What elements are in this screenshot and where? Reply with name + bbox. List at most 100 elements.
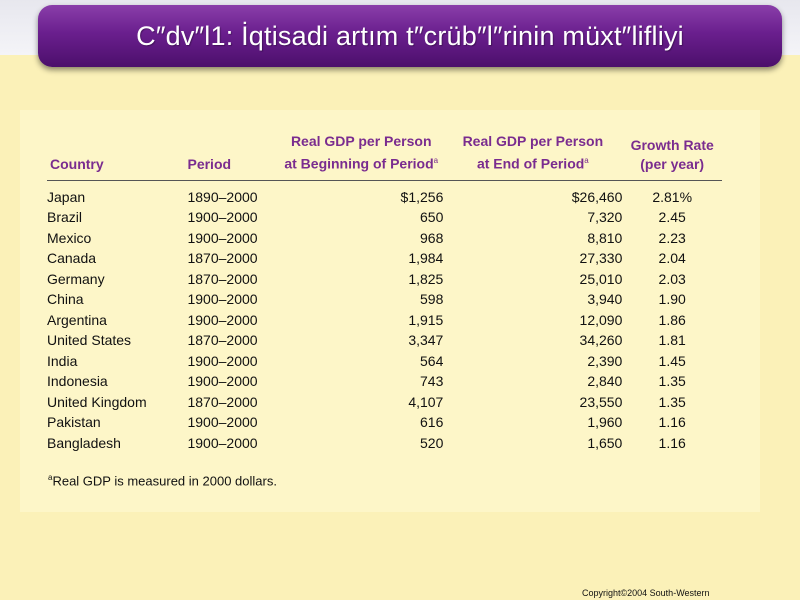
cell-country: United States <box>47 332 132 349</box>
cell-period: 1900–2000 <box>187 434 258 451</box>
cell-gdp-begin: 1,825 <box>408 270 444 287</box>
cell-growth-rate: 2.45 <box>658 209 686 226</box>
cell-period: 1900–2000 <box>187 209 258 226</box>
header-country: Country <box>47 132 188 181</box>
cell-gdp-end: 8,810 <box>587 229 623 246</box>
cell-gdp-end: 1,960 <box>587 414 623 431</box>
cell-growth-rate: 1.16 <box>658 434 686 451</box>
header-period: Period <box>187 132 280 181</box>
table-row: India 1900–2000 564 2,390 1.45 <box>47 351 722 372</box>
cell-gdp-end: 2,390 <box>587 352 623 369</box>
cell-period: 1900–2000 <box>187 352 258 369</box>
gdp-growth-table: Country Period Real GDP per Person at Be… <box>47 132 722 453</box>
cell-growth-rate: 1.16 <box>658 414 686 431</box>
cell-period: 1870–2000 <box>187 332 258 349</box>
cell-period: 1900–2000 <box>187 414 258 431</box>
header-gdp-begin-line2: at Beginning of Period <box>284 155 434 172</box>
footnote-text: Real GDP is measured in 2000 dollars. <box>52 473 277 489</box>
table-row: Germany 1870–2000 1,825 25,010 2.03 <box>47 269 722 290</box>
cell-gdp-begin: 968 <box>420 229 444 246</box>
cell-period: 1900–2000 <box>187 291 258 308</box>
header-growth-line1: Growth Rate <box>630 136 714 153</box>
cell-period: 1870–2000 <box>187 250 258 267</box>
title-banner: C″dv″l1: İqtisadi artım t″crüb″l″rinin m… <box>38 5 782 67</box>
header-growth-rate: Growth Rate (per year) <box>622 132 722 181</box>
cell-gdp-end: 25,010 <box>579 270 623 287</box>
cell-country: Canada <box>47 250 97 267</box>
cell-period: 1900–2000 <box>187 311 258 328</box>
cell-country: Germany <box>47 270 105 287</box>
footnote-marker: a <box>48 473 53 482</box>
cell-country: Indonesia <box>47 373 108 390</box>
cell-growth-rate: 1.45 <box>658 352 686 369</box>
cell-growth-rate: 1.35 <box>658 393 686 410</box>
cell-gdp-begin: $1,256 <box>400 188 444 205</box>
cell-gdp-end: 1,650 <box>587 434 623 451</box>
cell-growth-rate: 1.81 <box>658 332 686 349</box>
cell-gdp-begin: 520 <box>420 434 444 451</box>
cell-period: 1870–2000 <box>187 393 258 410</box>
header-gdp-begin: Real GDP per Person at Beginning of Peri… <box>279 132 444 181</box>
table-row: Canada 1870–2000 1,984 27,330 2.04 <box>47 248 722 269</box>
table-panel: Country Period Real GDP per Person at Be… <box>20 110 760 512</box>
header-growth-line2: (per year) <box>640 155 705 172</box>
table-row: Bangladesh 1900–2000 520 1,650 1.16 <box>47 433 722 454</box>
copyright-notice: Copyright©2004 South-Western <box>582 588 710 598</box>
table-row: Brazil 1900–2000 650 7,320 2.45 <box>47 207 722 228</box>
cell-gdp-begin: 1,915 <box>408 311 444 328</box>
cell-gdp-begin: 4,107 <box>408 393 444 410</box>
cell-growth-rate: 2.81% <box>652 188 693 205</box>
cell-growth-rate: 1.90 <box>658 291 686 308</box>
cell-gdp-end: 3,940 <box>587 291 623 308</box>
cell-period: 1890–2000 <box>187 188 258 205</box>
header-gdp-end-line1: Real GDP per Person <box>462 133 604 149</box>
table-row: Mexico 1900–2000 968 8,810 2.23 <box>47 228 722 249</box>
cell-growth-rate: 2.04 <box>658 250 686 267</box>
cell-period: 1900–2000 <box>187 229 258 246</box>
cell-growth-rate: 1.86 <box>658 311 686 328</box>
cell-country: Bangladesh <box>47 434 121 451</box>
cell-gdp-begin: 3,347 <box>408 332 444 349</box>
cell-gdp-end: 27,330 <box>579 250 623 267</box>
cell-period: 1900–2000 <box>187 373 258 390</box>
cell-country: China <box>47 291 84 308</box>
table-row: Japan 1890–2000 $1,256 $26,460 2.81% <box>47 180 722 207</box>
cell-gdp-begin: 564 <box>420 352 444 369</box>
table-row: China 1900–2000 598 3,940 1.90 <box>47 289 722 310</box>
cell-gdp-end: 7,320 <box>587 209 623 226</box>
cell-gdp-begin: 616 <box>420 414 444 431</box>
table-row: United Kingdom 1870–2000 4,107 23,550 1.… <box>47 392 722 413</box>
cell-country: Mexico <box>47 229 92 246</box>
cell-gdp-end: $26,460 <box>571 188 623 205</box>
header-gdp-end-line2: at End of Period <box>476 155 585 172</box>
cell-growth-rate: 2.23 <box>658 229 686 246</box>
table-row: Pakistan 1900–2000 616 1,960 1.16 <box>47 412 722 433</box>
header-gdp-end: Real GDP per Person at End of Perioda <box>443 132 623 181</box>
cell-gdp-begin: 1,984 <box>408 250 444 267</box>
slide-title: C″dv″l1: İqtisadi artım t″crüb″l″rinin m… <box>136 20 684 51</box>
cell-period: 1870–2000 <box>187 270 258 287</box>
table-footnote: aReal GDP is measured in 2000 dollars. <box>48 473 277 488</box>
table-row: Indonesia 1900–2000 743 2,840 1.35 <box>47 371 722 392</box>
cell-gdp-end: 12,090 <box>579 311 623 328</box>
header-gdp-begin-footnote-marker: a <box>433 156 439 165</box>
cell-gdp-begin: 743 <box>420 373 444 390</box>
cell-gdp-end: 2,840 <box>587 373 623 390</box>
table-row: Argentina 1900–2000 1,915 12,090 1.86 <box>47 310 722 331</box>
header-gdp-begin-line1: Real GDP per Person <box>290 133 432 149</box>
cell-country: Argentina <box>47 311 107 328</box>
cell-country: United Kingdom <box>47 393 147 410</box>
header-gdp-end-footnote-marker: a <box>584 156 589 165</box>
cell-gdp-end: 34,260 <box>579 332 623 349</box>
cell-country: Brazil <box>47 209 83 226</box>
cell-gdp-begin: 598 <box>420 291 444 308</box>
table-row: United States 1870–2000 3,347 34,260 1.8… <box>47 330 722 351</box>
table-header-row: Country Period Real GDP per Person at Be… <box>47 132 722 181</box>
cell-gdp-begin: 650 <box>420 209 444 226</box>
cell-growth-rate: 1.35 <box>658 373 686 390</box>
cell-country: Japan <box>47 188 86 205</box>
cell-country: Pakistan <box>47 414 101 431</box>
cell-gdp-end: 23,550 <box>579 393 623 410</box>
cell-country: India <box>47 352 78 369</box>
cell-growth-rate: 2.03 <box>658 270 686 287</box>
